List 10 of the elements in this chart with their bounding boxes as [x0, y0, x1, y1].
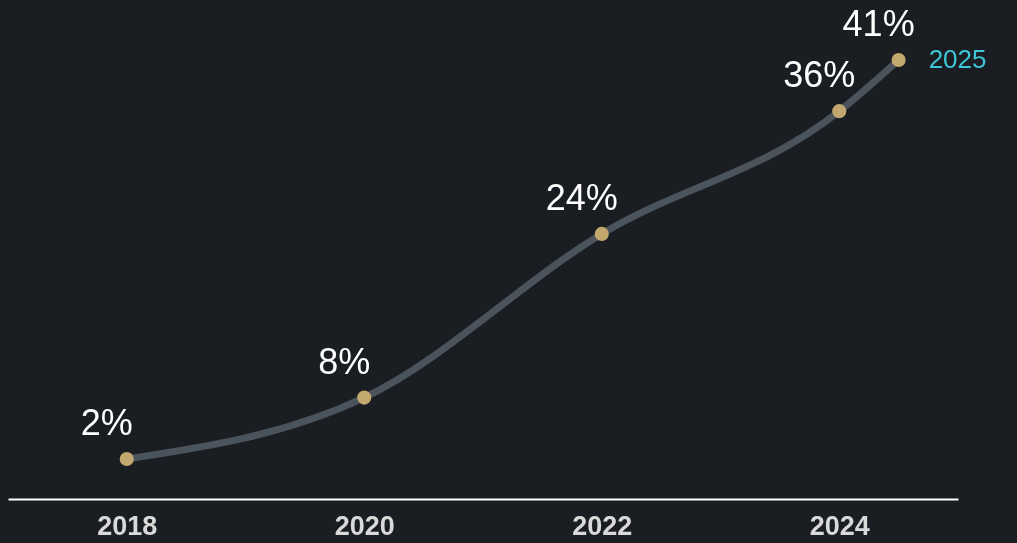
x-tick-label: 2024 — [809, 510, 870, 541]
data-label: 41% — [842, 3, 915, 44]
x-tick-label: 2022 — [572, 510, 633, 541]
annotation: 2025 — [928, 44, 987, 74]
data-label: 8% — [318, 340, 371, 382]
data-label: 2% — [80, 402, 133, 443]
data-label: 24% — [545, 176, 618, 218]
data-label: 36% — [783, 54, 856, 96]
x-tick-label: 2018 — [97, 510, 158, 541]
x-tick-label: 2020 — [334, 510, 395, 541]
